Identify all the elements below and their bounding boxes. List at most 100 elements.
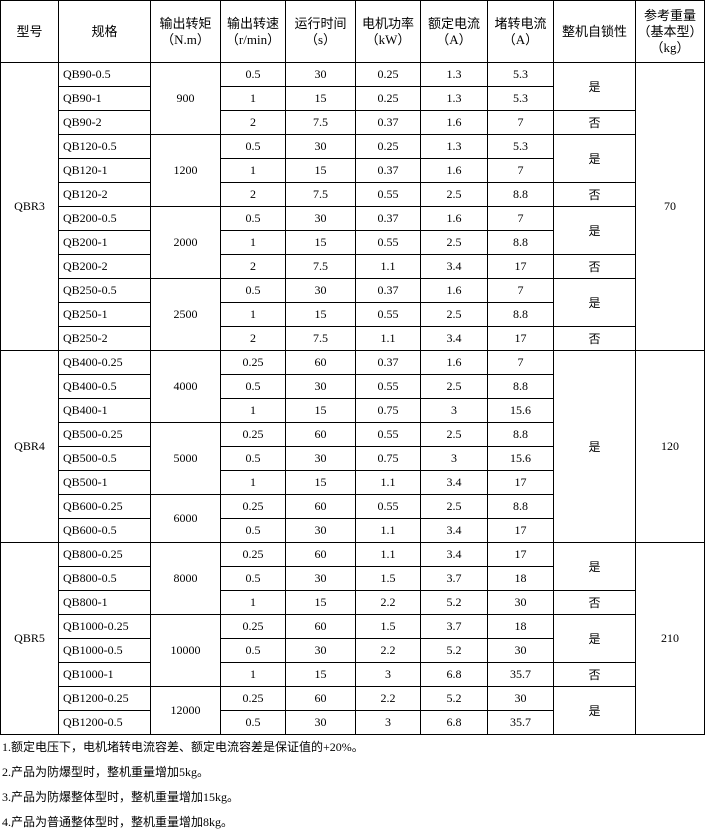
table-row: QBR3 QB90-0.5 900 0.5 30 0.25 1.3 5.3 是 70 — [0, 62, 705, 351]
value-cell: 15 — [285, 590, 356, 615]
value-cell: 1.5 — [355, 566, 421, 591]
value-cell: 30 — [285, 278, 356, 303]
value-cell: 3.4 — [420, 470, 488, 495]
value-cell: 2 — [220, 254, 286, 279]
weight-cell: 70 — [635, 62, 705, 351]
value-cell: 30 — [285, 710, 356, 735]
table-row: QB120-1 1 15 0.37 1.6 7 — [1, 158, 705, 183]
value-cell: 2.5 — [420, 230, 488, 255]
value-cell: 1.6 — [420, 206, 488, 231]
value-cell: 60 — [285, 350, 356, 375]
value-cell: 5.2 — [420, 638, 488, 663]
table-row: QB400-0.5 0.5 30 0.55 2.5 8.8 — [1, 374, 705, 399]
lock-cell: 是 — [553, 542, 636, 591]
spec-cell: QB500-0.25 — [58, 422, 151, 447]
value-cell: 1 — [220, 398, 286, 423]
value-cell: 0.75 — [355, 446, 421, 471]
header-line: 堵转电流 — [494, 15, 547, 31]
header-line: （A） — [502, 31, 539, 47]
value-cell: 3.4 — [420, 518, 488, 543]
value-cell: 7 — [487, 278, 554, 303]
value-cell: 1 — [220, 302, 286, 327]
value-cell: 17 — [487, 254, 554, 279]
value-cell: 7.5 — [285, 110, 356, 135]
spec-cell: QB90-0.5 — [58, 62, 151, 87]
value-cell: 1 — [220, 158, 286, 183]
torque-cell: 4000 — [150, 350, 221, 423]
torque-cell: 1200 — [150, 134, 221, 207]
value-cell: 60 — [285, 494, 356, 519]
value-cell: 2.5 — [420, 422, 488, 447]
value-cell: 0.55 — [355, 374, 421, 399]
value-cell: 0.25 — [355, 62, 421, 87]
table-row: QB90-1 1 15 0.25 1.3 5.3 — [1, 86, 705, 111]
torque-cell: 2000 — [150, 206, 221, 279]
value-cell: 15 — [285, 662, 356, 687]
value-cell: 30 — [285, 374, 356, 399]
value-cell: 60 — [285, 614, 356, 639]
note: 4.产品为普通整体型时，整机重量增加8kg。 — [2, 815, 234, 829]
lock-cell: 否 — [553, 110, 636, 135]
spec-cell: QB400-0.5 — [58, 374, 151, 399]
header-line: （r/min） — [225, 31, 281, 47]
value-cell: 2.5 — [420, 374, 488, 399]
lock-cell: 否 — [553, 662, 636, 687]
table-row: QB1000-1 1 15 3 6.8 35.7 否 — [1, 662, 705, 687]
value-cell: 3 — [355, 710, 421, 735]
table-row: QB250-1 1 15 0.55 2.5 8.8 — [1, 302, 705, 327]
value-cell: 1.1 — [355, 518, 421, 543]
value-cell: 1.3 — [420, 86, 488, 111]
table-row: QB250-0.5 2500 0.5 30 0.37 1.6 7 是 — [1, 278, 705, 351]
table-row: QB90-2 2 7.5 0.37 1.6 7 否 — [1, 110, 705, 135]
value-cell: 0.5 — [220, 206, 286, 231]
value-cell: 30 — [487, 686, 554, 711]
table-row: QB800-1 1 15 2.2 5.2 30 否 — [1, 590, 705, 615]
table-row: QB1000-0.5 0.5 30 2.2 5.2 30 — [1, 638, 705, 663]
value-cell: 1.1 — [355, 470, 421, 495]
value-cell: 1.3 — [420, 62, 488, 87]
value-cell: 0.25 — [355, 134, 421, 159]
value-cell: 7.5 — [285, 182, 356, 207]
spec-cell: QB90-1 — [58, 86, 151, 111]
spec-cell: QB250-2 — [58, 326, 151, 351]
value-cell: 7 — [487, 110, 554, 135]
value-cell: 1.5 — [355, 614, 421, 639]
lock-cell: 是 — [553, 350, 636, 543]
header-cell: 电机功率 （kW） — [355, 0, 421, 63]
header-line: （kg） — [650, 39, 690, 55]
value-cell: 15 — [285, 470, 356, 495]
value-cell: 0.5 — [220, 446, 286, 471]
header-cell: 额定电流 （A） — [420, 0, 488, 63]
table-row: QBR5 QB800-0.25 8000 0.25 60 1.1 3.4 17 是 210 — [0, 542, 705, 735]
value-cell: 35.7 — [487, 662, 554, 687]
torque-cell: 900 — [150, 62, 221, 135]
table-row: QB250-2 2 7.5 1.1 3.4 17 否 — [1, 326, 705, 351]
value-cell: 7 — [487, 158, 554, 183]
spec-cell: QB200-0.5 — [58, 206, 151, 231]
value-cell: 5.3 — [487, 134, 554, 159]
value-cell: 3 — [420, 446, 488, 471]
value-cell: 0.37 — [355, 350, 421, 375]
value-cell: 2 — [220, 110, 286, 135]
torque-cell: 10000 — [150, 614, 221, 687]
table-row: QB600-0.5 0.5 30 1.1 3.4 17 — [1, 518, 705, 543]
weight-cell: 210 — [635, 542, 705, 735]
value-cell: 1 — [220, 590, 286, 615]
value-cell: 17 — [487, 326, 554, 351]
value-cell: 0.5 — [220, 566, 286, 591]
value-cell: 15 — [285, 158, 356, 183]
value-cell: 5.3 — [487, 86, 554, 111]
header-line: （基本型） — [637, 23, 703, 39]
value-cell: 3.4 — [420, 542, 488, 567]
value-cell: 15.6 — [487, 446, 554, 471]
header-line: 输出转矩 — [159, 15, 212, 31]
value-cell: 1.1 — [355, 254, 421, 279]
header-cell: 堵转电流 （A） — [487, 0, 554, 63]
value-cell: 1.1 — [355, 326, 421, 351]
spec-cell: QB400-0.25 — [58, 350, 151, 375]
value-cell: 0.25 — [220, 686, 286, 711]
spec-cell: QB800-0.25 — [58, 542, 151, 567]
value-cell: 8.8 — [487, 422, 554, 447]
value-cell: 18 — [487, 566, 554, 591]
value-cell: 0.25 — [220, 422, 286, 447]
